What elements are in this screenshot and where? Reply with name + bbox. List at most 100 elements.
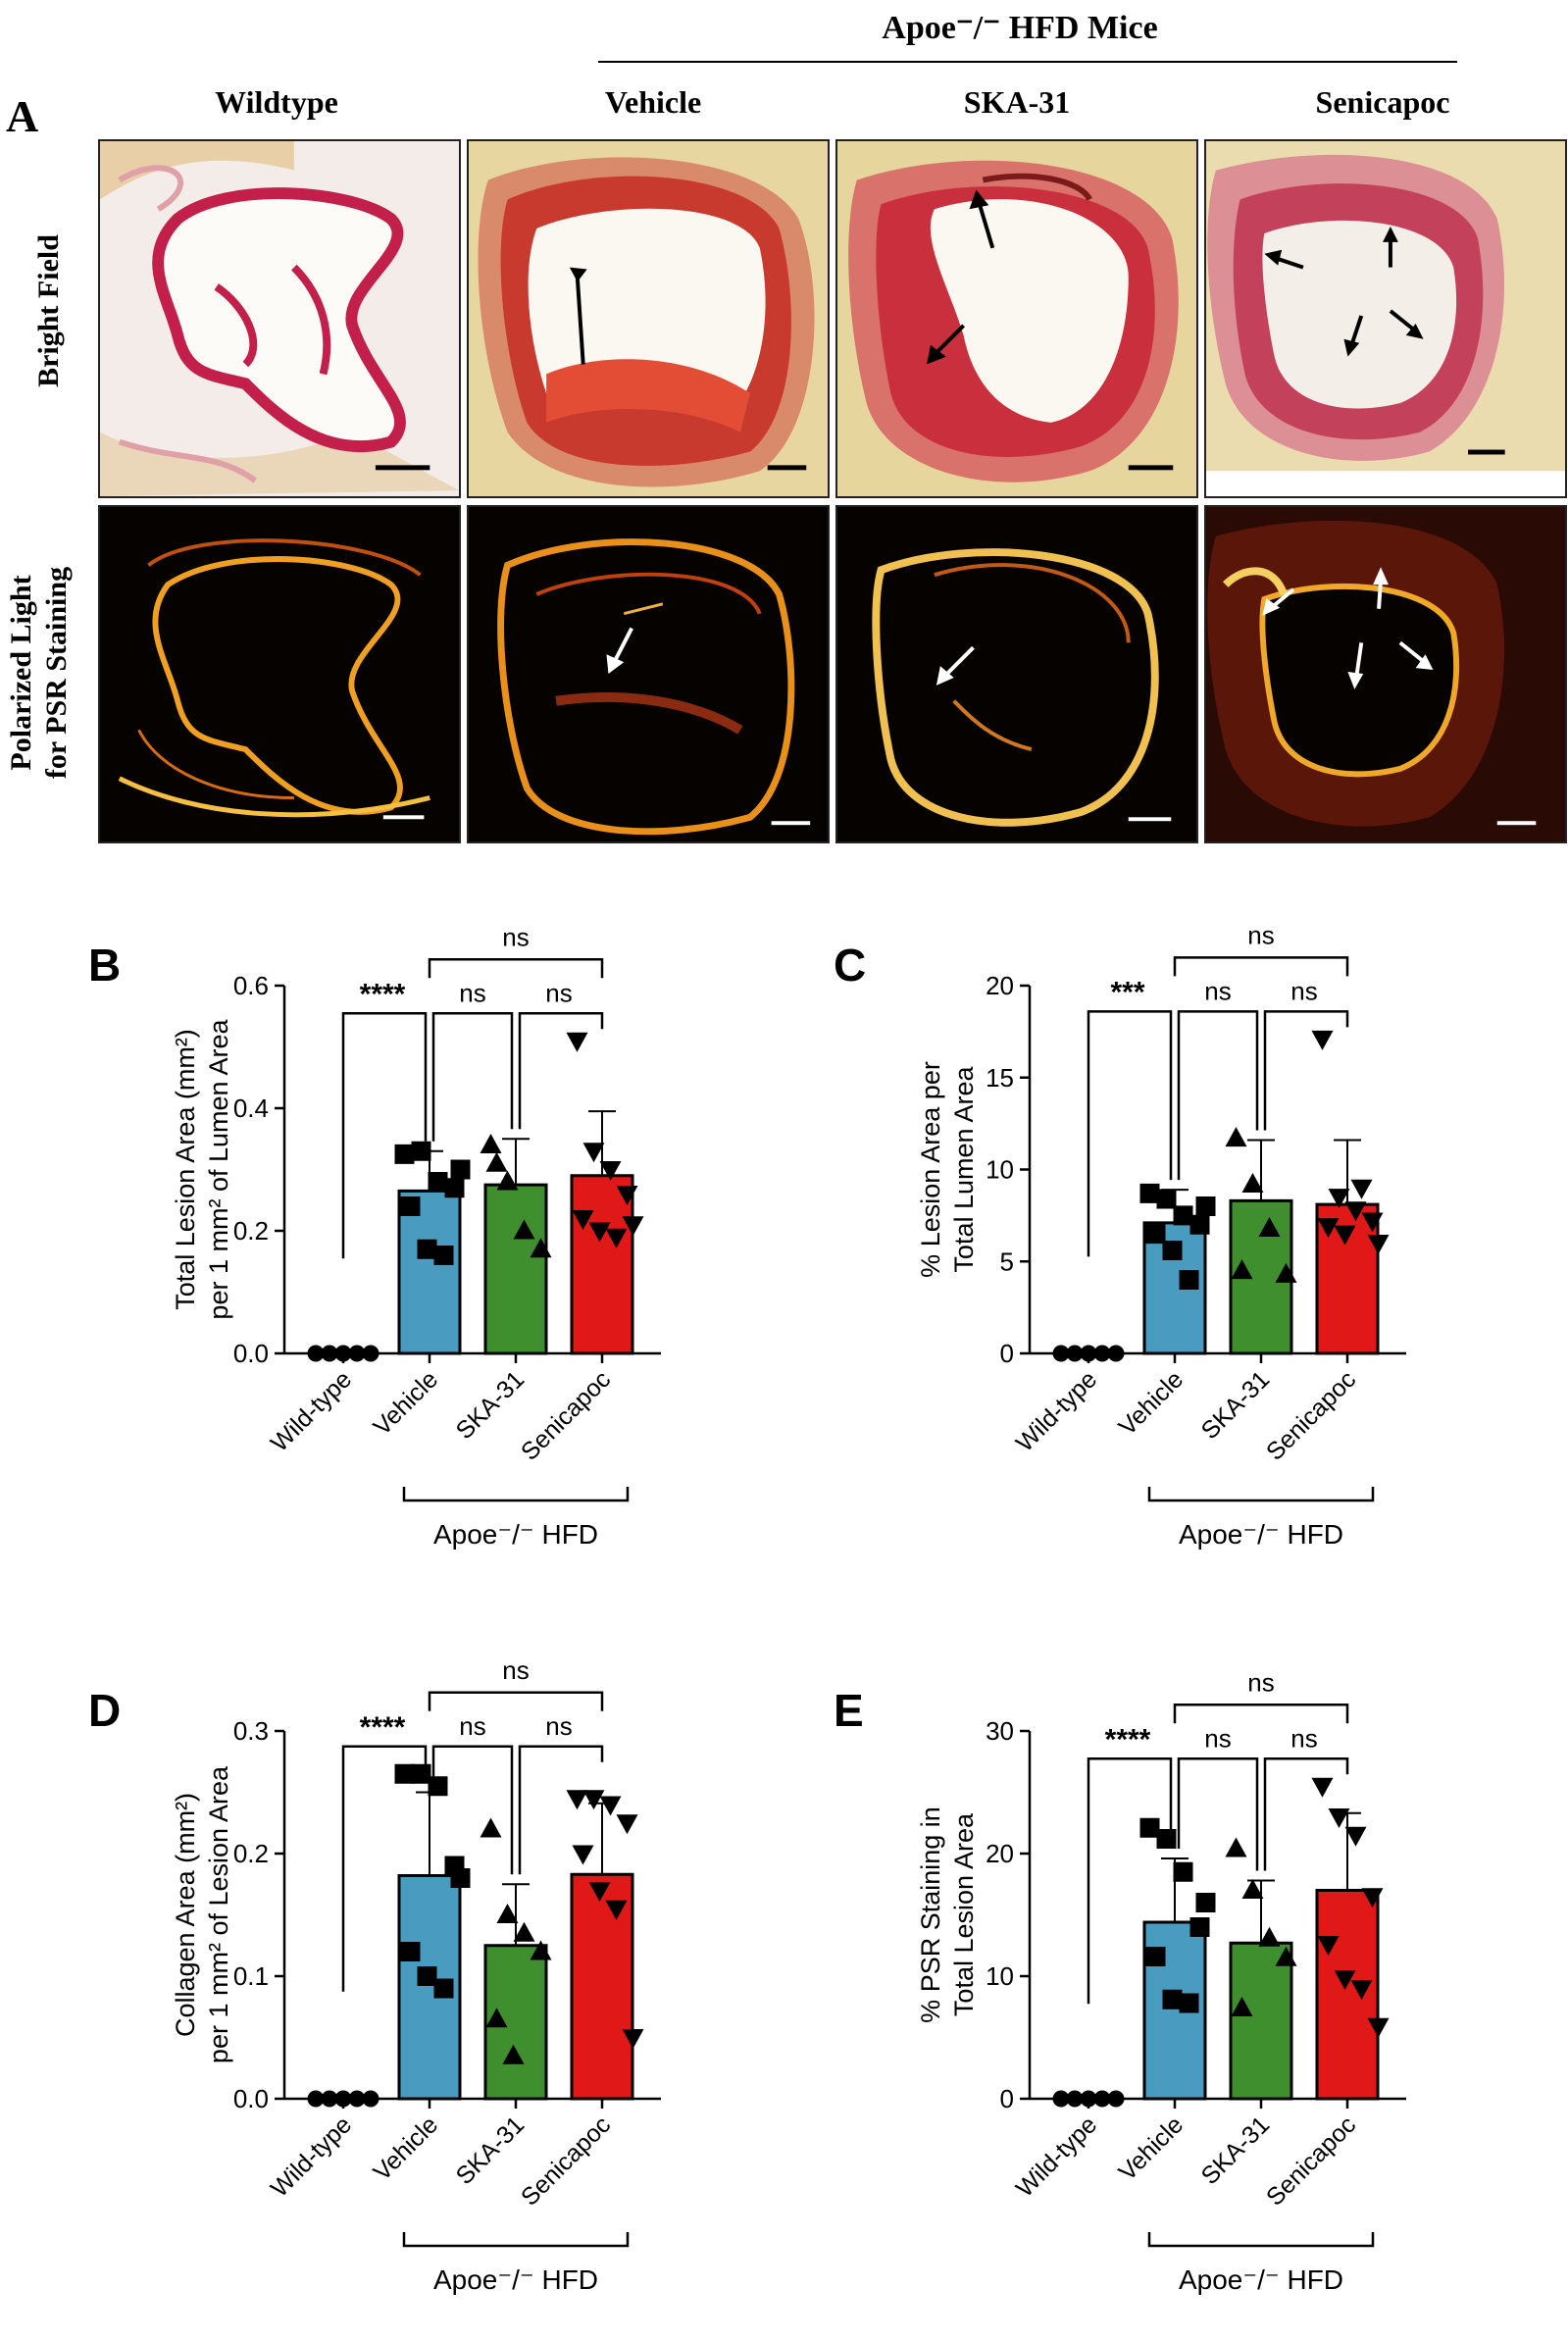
- data-point: [588, 1222, 611, 1243]
- y-tick-label: 0.6: [233, 971, 269, 1000]
- data-point: [1334, 1225, 1356, 1246]
- y-tick-label: 5: [1000, 1246, 1014, 1276]
- data-point: [433, 1978, 454, 1999]
- data-point: [1173, 1861, 1193, 1882]
- data-point: [1162, 1989, 1183, 2009]
- data-point: [1139, 1817, 1160, 1838]
- data-point: [428, 1776, 448, 1797]
- data-point: [1189, 1917, 1210, 1937]
- data-point: [480, 1817, 502, 1838]
- chart-d: D Collagen Area (mm²) per 1 mm² of Lesion …: [88, 1655, 661, 2295]
- data-point: [1179, 1993, 1199, 2013]
- data-point: [616, 1186, 638, 1205]
- polarized-ska31-image: [835, 505, 1198, 843]
- data-point: [1361, 1888, 1384, 1908]
- x-tick-label: Vehicle: [1113, 1365, 1189, 1441]
- x-tick-label: Wild-type: [1011, 2111, 1102, 2202]
- data-point: [1361, 1212, 1384, 1233]
- y-axis-title-line: per 1 mm² of Lesion Area: [204, 1765, 233, 2063]
- y-axis-title: Collagen Area (mm²) per 1 mm² of Lesion A…: [171, 1765, 233, 2063]
- polarized-wildtype-image: [98, 505, 461, 843]
- data-point: [1317, 1936, 1340, 1956]
- data-point: [411, 1141, 431, 1161]
- y-axis-title-line: Total Lumen Area: [949, 1065, 979, 1272]
- data-point: [1334, 1970, 1356, 1990]
- data-point: [605, 1228, 628, 1248]
- panel-letter: D: [88, 1685, 121, 1736]
- column-header-ska31: SKA-31: [963, 84, 1071, 120]
- sig-bracket-top: [428, 1691, 604, 1711]
- sig-label-top: ns: [502, 922, 529, 951]
- group-bracket: [402, 2232, 630, 2248]
- chart-e: E % PSR Staining in Total Lesion Area 0 10 20…: [834, 1667, 1406, 2295]
- group-label: Apoe⁻/⁻ HFD Mice: [882, 10, 1158, 46]
- y-axis-title-line: Collagen Area (mm²): [171, 1793, 200, 2037]
- column-header-vehicle: Vehicle: [604, 84, 702, 120]
- sig-bracket-top: [1173, 1704, 1349, 1724]
- y-axis-title-line: per 1 mm² of Lumen Area: [204, 1018, 233, 1319]
- bright-field-senicapoc-image: [1204, 139, 1567, 498]
- data-point: [1258, 1926, 1281, 1947]
- y-tick-label: 0.1: [233, 1961, 269, 1991]
- data-point: [1311, 1777, 1334, 1798]
- data-point: [485, 1151, 508, 1172]
- data-point: [1231, 1997, 1253, 2016]
- panel-letter-a: A: [6, 91, 39, 141]
- data-point: [1225, 1127, 1247, 1147]
- sig-label: ***: [1110, 976, 1144, 1008]
- group-label: Apoe⁻/⁻ HFD: [433, 1519, 598, 1550]
- data-point: [572, 1845, 594, 1865]
- x-tick-label: Wild-type: [266, 1365, 357, 1456]
- data-point: [1179, 1270, 1199, 1290]
- group-label: Apoe⁻/⁻ HFD: [433, 2264, 598, 2295]
- sig-bracket: [518, 1012, 604, 1130]
- data-point: [485, 2008, 508, 2028]
- x-tick-label: SKA-31: [1196, 1365, 1276, 1445]
- data-point: [1156, 1189, 1177, 1209]
- data-point: [1173, 1205, 1193, 1226]
- bar-ska-31: [1229, 1941, 1293, 2101]
- data-point: [1367, 2017, 1390, 2038]
- y-axis-title: % PSR Staining in Total Lesion Area: [916, 1806, 979, 2023]
- y-axis-title-line: Total Lesion Area (mm²): [171, 1029, 200, 1310]
- x-tick-label: Vehicle: [368, 2111, 443, 2186]
- data-point: [1145, 1224, 1166, 1245]
- sig-label: ns: [1204, 976, 1231, 1005]
- group-bracket: [1147, 1487, 1375, 1502]
- sig-label: ns: [1204, 1723, 1231, 1753]
- row-header-bright-field: Bright Field: [32, 234, 65, 387]
- group-label: Apoe⁻/⁻ HFD: [1179, 2264, 1343, 2295]
- data-point: [572, 1210, 594, 1230]
- sig-bracket: [1087, 1010, 1173, 1257]
- data-point: [502, 2044, 525, 2064]
- bright-field-ska31-image: [835, 139, 1198, 498]
- data-point: [1344, 1201, 1367, 1222]
- data-point: [1350, 1980, 1373, 2000]
- row-header-polarized: Polarized Light for PSR Staining: [5, 566, 73, 780]
- data-point: [1275, 1946, 1297, 1966]
- bar-senicapoc: [1315, 1889, 1380, 2101]
- sig-label: ****: [360, 978, 406, 1010]
- group-line: [598, 61, 1457, 63]
- y-tick-label: 10: [986, 1961, 1014, 1991]
- data-point: [1231, 1259, 1253, 1280]
- panel-letter: B: [88, 940, 121, 991]
- sig-label: ns: [545, 978, 572, 1007]
- chart-b: B Total Lesion Area (mm²) per 1 mm² of Lum…: [88, 922, 661, 1550]
- bright-field-wildtype-image: [98, 139, 461, 498]
- polarized-senicapoc-image: [1204, 505, 1567, 843]
- data-point: [1139, 1183, 1160, 1203]
- data-point: [450, 1159, 471, 1180]
- data-point: [588, 1882, 611, 1902]
- data-point: [566, 1790, 588, 1810]
- column-header-senicapoc: Senicapoc: [1315, 84, 1450, 120]
- x-tick-label: Senicapoc: [1261, 2111, 1361, 2211]
- sig-label: ****: [360, 1711, 406, 1744]
- sig-bracket: [341, 1745, 428, 1992]
- data-point: [622, 2029, 644, 2049]
- y-tick-label: 0: [1000, 1339, 1014, 1368]
- y-tick-label: 15: [986, 1063, 1014, 1093]
- data-point: [605, 1900, 628, 1920]
- data-point: [530, 1238, 552, 1258]
- x-tick-label: SKA-31: [451, 1365, 531, 1445]
